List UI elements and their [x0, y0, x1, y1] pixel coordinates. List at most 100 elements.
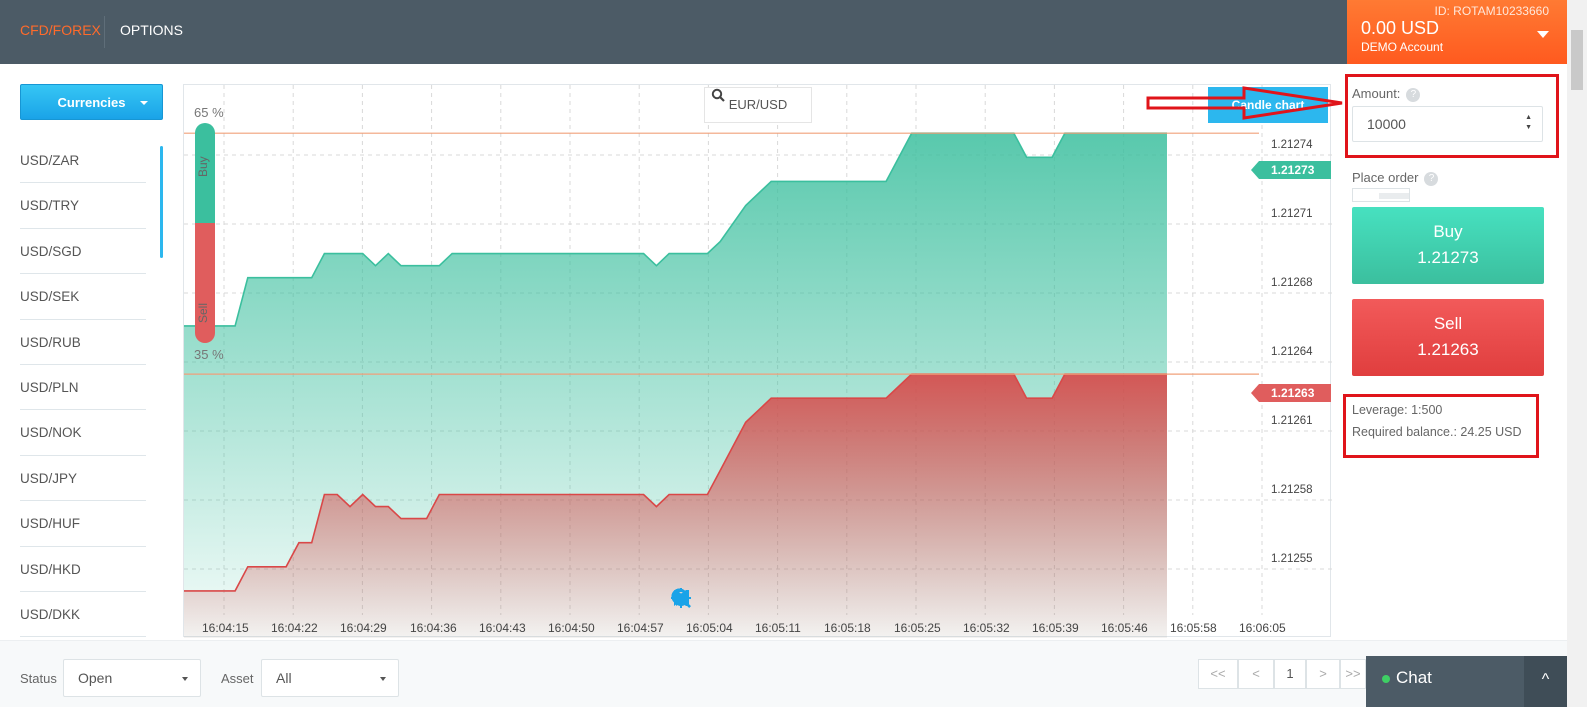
list-item[interactable]: USD/SEK [20, 274, 146, 320]
x-tick-label: 16:04:29 [340, 621, 387, 635]
pair-search[interactable]: EUR/USD [704, 87, 812, 123]
status-select[interactable]: Open [63, 659, 201, 697]
account-id: ID: ROTAM10233660 [1434, 4, 1550, 18]
buy-button[interactable]: Buy 1.21273 [1352, 207, 1544, 284]
online-status-icon [1382, 675, 1390, 683]
amount-input[interactable]: 10000 ▲ ▼ [1352, 106, 1543, 142]
buy-button-label: Buy [1433, 222, 1463, 241]
caret-down-icon [140, 101, 148, 105]
caret-down-icon [182, 677, 188, 681]
page-scrollbar-thumb[interactable] [1571, 30, 1583, 90]
y-tick-label: 1.21268 [1271, 277, 1313, 289]
list-item[interactable]: USD/DKK [20, 592, 146, 638]
place-order-label: Place order? [1352, 170, 1439, 186]
list-item[interactable]: USD/TRY [20, 183, 146, 229]
y-tick-label: 1.21274 [1271, 139, 1313, 151]
y-tick-label: 1.21271 [1271, 208, 1313, 220]
sell-ratio-bar [195, 223, 215, 343]
place-order-label-text: Place order [1352, 170, 1419, 185]
y-tick-label: 1.21264 [1271, 346, 1313, 358]
chat-widget[interactable]: Chat ^ [1366, 656, 1567, 707]
buy-ratio-label: Buy [196, 156, 210, 177]
sell-button-label: Sell [1433, 314, 1463, 333]
chart-canvas [184, 85, 1332, 638]
currency-list: USD/ZAR USD/TRY USD/SGD USD/SEK USD/RUB … [20, 138, 146, 638]
x-tick-label: 16:05:25 [894, 621, 941, 635]
sell-button-price: 1.21263 [1417, 340, 1479, 359]
pager-page-1[interactable]: 1 [1274, 659, 1306, 689]
page-scrollbar[interactable] [1567, 0, 1587, 707]
status-select-value: Open [78, 670, 113, 686]
asset-select-value: All [276, 670, 292, 686]
place-order-toggle[interactable] [1352, 188, 1410, 202]
x-tick-label: 16:05:18 [824, 621, 871, 635]
nav-options[interactable]: OPTIONS [120, 22, 184, 38]
pager-prev[interactable]: < [1238, 659, 1274, 689]
pager-first[interactable]: << [1198, 659, 1238, 689]
list-item[interactable]: USD/ZAR [20, 138, 146, 184]
candle-chart-button[interactable]: Candle chart [1208, 87, 1328, 123]
y-tick-label: 1.21255 [1271, 553, 1313, 565]
pager-last[interactable]: >> [1340, 659, 1366, 689]
list-item[interactable]: USD/JPY [20, 456, 146, 502]
list-item[interactable]: USD/SGD [20, 229, 146, 275]
caret-down-icon [380, 677, 386, 681]
list-item[interactable]: USD/RUB [20, 320, 146, 365]
current-sell-price-tag: 1.21263 [1251, 384, 1331, 402]
help-icon[interactable]: ? [1406, 87, 1421, 102]
go-to-end-icon[interactable] [670, 587, 692, 609]
x-tick-label: 16:04:43 [479, 621, 526, 635]
y-tick-label: 1.21258 [1271, 484, 1313, 496]
asset-select[interactable]: All [261, 659, 399, 697]
chevron-up-icon[interactable]: ^ [1524, 656, 1567, 707]
annotation-box-leverage [1343, 394, 1539, 458]
buy-button-price: 1.21273 [1417, 248, 1479, 267]
x-tick-label: 16:06:05 [1239, 621, 1286, 635]
pager-next[interactable]: > [1306, 659, 1340, 689]
currencies-button-label: Currencies [57, 95, 126, 110]
account-dropdown[interactable]: ID: ROTAM10233660 0.00 USD DEMO Account [1347, 0, 1567, 64]
pair-label: EUR/USD [728, 97, 788, 112]
nav-divider [104, 16, 105, 48]
list-item[interactable]: USD/HKD [20, 547, 146, 592]
sell-percentage: 35 % [194, 347, 224, 362]
buy-percentage: 65 % [194, 105, 224, 120]
y-tick-label: 1.21261 [1271, 415, 1313, 427]
account-type: DEMO Account [1361, 40, 1444, 54]
leverage-text: Leverage: 1:500 [1352, 403, 1443, 417]
caret-down-icon[interactable] [1537, 31, 1549, 38]
asset-label: Asset [221, 671, 254, 686]
stepper-arrows-icon[interactable]: ▲ ▼ [1525, 114, 1532, 131]
list-item[interactable]: USD/NOK [20, 410, 146, 456]
price-chart[interactable]: EUR/USD Candle chart 65 % Buy Sell 35 % … [183, 84, 1332, 638]
x-tick-label: 16:05:46 [1101, 621, 1148, 635]
sell-ratio-label: Sell [196, 302, 210, 323]
toggle-knob [1379, 193, 1409, 199]
x-tick-label: 16:05:04 [686, 621, 733, 635]
x-tick-label: 16:05:58 [1170, 621, 1217, 635]
list-scrollbar[interactable] [160, 146, 163, 258]
nav-cfd-forex[interactable]: CFD/FOREX [20, 22, 101, 38]
search-icon [711, 88, 725, 102]
x-tick-label: 16:04:22 [271, 621, 318, 635]
x-tick-label: 16:05:11 [755, 621, 801, 635]
amount-label-text: Amount: [1352, 86, 1401, 101]
sell-button[interactable]: Sell 1.21263 [1352, 299, 1544, 376]
x-tick-label: 16:04:15 [202, 621, 249, 635]
help-icon[interactable]: ? [1424, 171, 1439, 186]
amount-value: 10000 [1367, 116, 1406, 132]
top-bar: CFD/FOREX OPTIONS ID: ROTAM10233660 0.00… [0, 0, 1587, 64]
annotation-box-amount [1345, 74, 1559, 158]
required-balance-text: Required balance.: 24.25 USD [1352, 425, 1522, 439]
x-tick-label: 16:04:50 [548, 621, 595, 635]
chat-label: Chat [1396, 668, 1432, 687]
x-tick-label: 16:04:57 [617, 621, 664, 635]
status-label: Status [20, 671, 57, 686]
list-item[interactable]: USD/PLN [20, 365, 146, 411]
current-buy-price-tag: 1.21273 [1251, 161, 1331, 179]
currencies-button[interactable]: Currencies [20, 84, 163, 120]
list-item[interactable]: USD/HUF [20, 501, 146, 547]
x-tick-label: 16:04:36 [410, 621, 457, 635]
sell-price-area [184, 374, 1167, 638]
annotation-arrow [1146, 86, 1343, 120]
